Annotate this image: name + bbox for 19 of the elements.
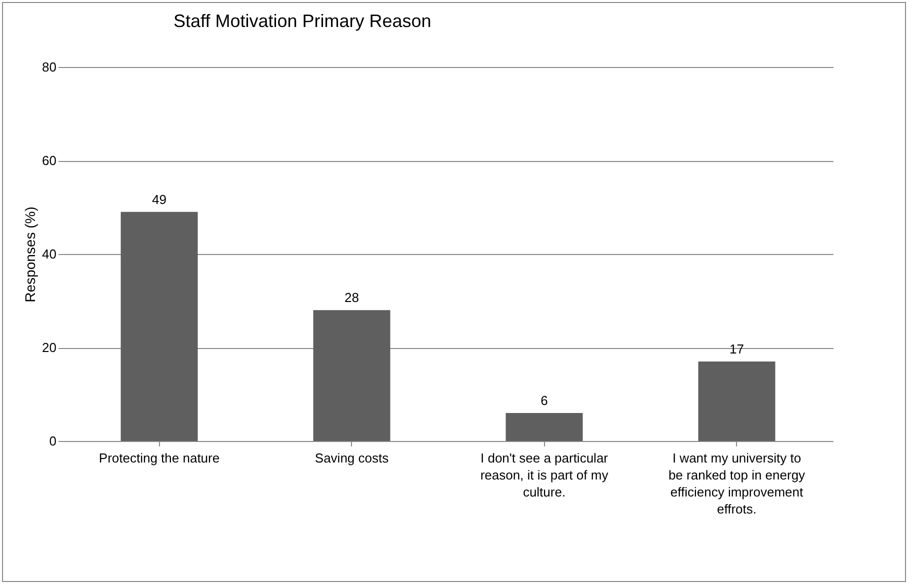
bar	[120, 212, 198, 441]
data-label: 6	[540, 392, 548, 408]
x-tick-label: I don't see a particular reason, it is part of my culture.	[480, 450, 609, 500]
data-label: 17	[730, 342, 744, 357]
x-tick-label: Saving costs	[314, 450, 390, 466]
y-tick-label: 20	[42, 340, 56, 355]
data-label: 49	[152, 192, 166, 207]
bar	[698, 362, 776, 441]
y-tick-label: 80	[42, 60, 56, 74]
y-tick-label: 60	[42, 153, 56, 168]
y-axis-title: Responses (%)	[22, 206, 38, 302]
bar	[506, 412, 583, 441]
data-label: 28	[344, 290, 359, 306]
y-tick-label: 40	[42, 246, 56, 262]
chart-title: Staff Motivation Primary Reason	[174, 11, 432, 31]
x-tick-label: Protecting the nature	[98, 450, 220, 466]
bar	[313, 310, 390, 441]
y-tick-label: 0	[49, 434, 56, 448]
x-tick-label: I want my university to be ranked top in energy efficiency improvement effrots.	[668, 450, 806, 516]
